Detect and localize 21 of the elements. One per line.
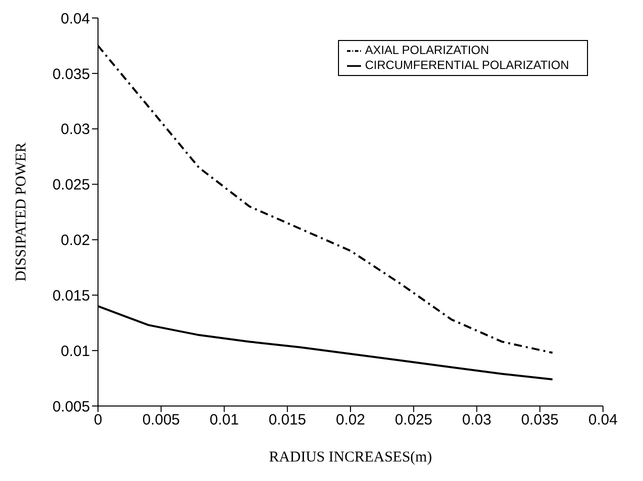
legend-label: AXIAL POLARIZATION (365, 43, 490, 57)
x-tick-label: 0.035 (521, 412, 559, 429)
x-tick-label: 0.03 (462, 412, 492, 429)
x-tick-label: 0.01 (210, 412, 239, 429)
x-tick-label: 0.005 (142, 412, 180, 429)
y-tick-label: 0.025 (52, 176, 90, 194)
y-tick-label: 0.015 (52, 287, 90, 304)
x-tick-label: 0.015 (268, 412, 306, 429)
y-tick-label: 0.02 (60, 232, 90, 250)
x-tick-label: 0.025 (394, 412, 432, 429)
y-tick-label: 0.035 (52, 66, 90, 83)
x-axis-title: RADIUS INCREASES(m) (269, 450, 432, 466)
x-tick-label: 0.04 (588, 412, 618, 429)
x-tick-label: 0.02 (336, 412, 366, 429)
legend-label: CIRCUMFERENTIAL POLARIZATION (365, 58, 570, 72)
y-axis-title: DISSIPATED POWER (13, 142, 30, 282)
y-tick-label: 0.03 (60, 121, 90, 138)
y-tick-label: 0.005 (52, 398, 90, 416)
y-tick-label: 0.04 (60, 10, 90, 28)
x-tick-label: 0 (94, 412, 102, 429)
y-tick-label: 0.01 (60, 342, 90, 360)
